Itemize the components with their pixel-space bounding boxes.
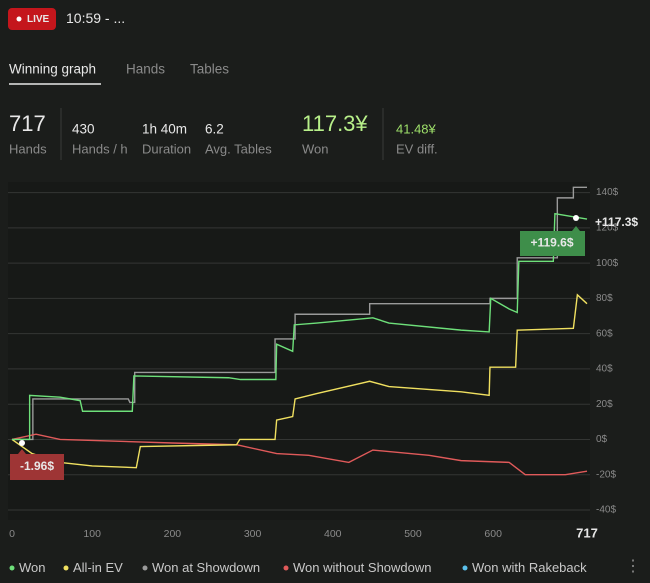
legend-label: Won	[19, 560, 46, 575]
x-tick-label: 717	[576, 525, 598, 540]
legend-swatch	[63, 565, 69, 571]
legend-label: All-in EV	[73, 560, 123, 575]
stat-label: Won	[302, 141, 329, 156]
legend-label: Won at Showdown	[152, 560, 260, 575]
session-time: 10:59 - ...	[66, 10, 125, 26]
stat-value: 117.3¥	[302, 111, 368, 136]
y-tick-label: -20$	[596, 469, 616, 480]
y-tick-label: 40$	[596, 364, 613, 375]
y-tick-label: 80$	[596, 293, 613, 304]
legend-swatch	[142, 565, 148, 571]
tag-label: +119.6$	[530, 236, 573, 250]
x-tick-label: 200	[164, 528, 182, 540]
x-tick-label: 600	[484, 528, 502, 540]
tab[interactable]: Tables	[190, 62, 229, 77]
x-tick-label: 0	[9, 528, 15, 540]
stat-value: 41.48¥	[396, 121, 437, 136]
legend-swatch	[283, 565, 289, 571]
legend-label: Won without Showdown	[293, 560, 432, 575]
tab[interactable]: Hands	[126, 62, 165, 77]
live-badge	[8, 8, 56, 30]
tag-label: -1.96$	[20, 459, 54, 473]
legend-label: Won with Rakeback	[472, 560, 587, 575]
stat-label: EV diff.	[396, 141, 438, 156]
live-text: LIVE	[27, 14, 50, 25]
x-tick-label: 300	[244, 528, 262, 540]
y-tick-label: 20$	[596, 399, 613, 410]
y-tick-label: 140$	[596, 187, 619, 198]
stat-label: Avg. Tables	[205, 141, 272, 156]
series-line	[11, 293, 588, 469]
menu-button[interactable]: ⋮	[625, 558, 641, 575]
x-tick-label: 400	[324, 528, 342, 540]
tab-active[interactable]: Winning graph	[9, 62, 96, 77]
tag	[10, 449, 64, 480]
stat-value: 717	[9, 111, 46, 136]
y-tick-label: 100$	[596, 258, 619, 269]
stat-value: 1h 40m	[142, 122, 187, 137]
stat-label: Duration	[142, 141, 191, 156]
stat-value: 430	[72, 122, 95, 137]
end-label: +117.3$	[595, 215, 638, 229]
live-dot	[16, 16, 22, 22]
stat-label: Hands	[9, 141, 47, 156]
stat-label: Hands / h	[72, 141, 128, 156]
x-tick-label: 500	[404, 528, 422, 540]
series-line	[12, 186, 587, 441]
legend-swatch	[9, 565, 15, 571]
start-dot	[19, 440, 25, 446]
y-tick-label: -40$	[596, 505, 616, 516]
y-tick-label: 120$	[596, 222, 619, 233]
y-tick-label: 60$	[596, 328, 613, 339]
x-tick-label: 100	[83, 528, 101, 540]
series-line	[11, 433, 588, 476]
y-tick-label: 0$	[596, 434, 608, 445]
series-line	[12, 212, 588, 441]
legend-swatch	[462, 565, 468, 571]
end-dot	[573, 215, 579, 221]
chart: 140$ 120$ 100$ 80$ 60$ 40$ 20$ 0$ -20$ -40$ 0 100 20…	[8, 186, 638, 575]
tag	[520, 226, 585, 256]
stat-value: 6.2	[205, 122, 224, 137]
chart-area	[8, 182, 590, 520]
